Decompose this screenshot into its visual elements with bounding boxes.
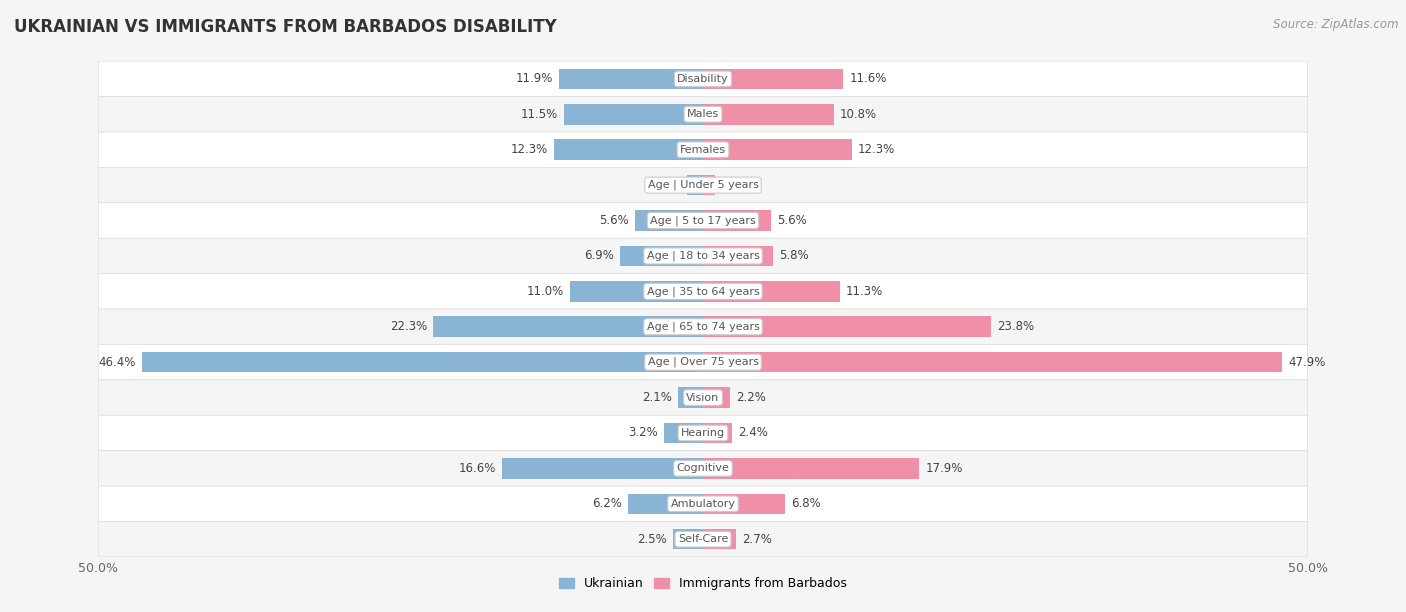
Text: Age | Under 5 years: Age | Under 5 years [648, 180, 758, 190]
Text: 11.0%: 11.0% [527, 285, 564, 298]
Text: Cognitive: Cognitive [676, 463, 730, 474]
Bar [628, 493, 703, 514]
Bar [502, 458, 703, 479]
FancyBboxPatch shape [98, 132, 1308, 168]
Bar [703, 281, 839, 302]
Text: 2.1%: 2.1% [641, 391, 672, 404]
Text: 11.5%: 11.5% [520, 108, 558, 121]
FancyBboxPatch shape [98, 486, 1308, 521]
Bar [703, 69, 844, 89]
Text: 11.6%: 11.6% [849, 72, 887, 86]
Text: 3.2%: 3.2% [628, 427, 658, 439]
Text: 11.3%: 11.3% [845, 285, 883, 298]
Text: 47.9%: 47.9% [1288, 356, 1326, 368]
Text: 16.6%: 16.6% [458, 462, 496, 475]
Bar [554, 140, 703, 160]
FancyBboxPatch shape [98, 345, 1308, 380]
Text: Disability: Disability [678, 74, 728, 84]
Bar [703, 316, 991, 337]
Text: Age | 18 to 34 years: Age | 18 to 34 years [647, 251, 759, 261]
Bar [560, 69, 703, 89]
Bar [142, 352, 703, 373]
FancyBboxPatch shape [98, 61, 1308, 97]
Text: Ambulatory: Ambulatory [671, 499, 735, 509]
Bar [703, 493, 785, 514]
Text: 2.7%: 2.7% [742, 532, 772, 546]
Bar [433, 316, 703, 337]
Bar [703, 245, 773, 266]
Legend: Ukrainian, Immigrants from Barbados: Ukrainian, Immigrants from Barbados [554, 572, 852, 595]
FancyBboxPatch shape [98, 521, 1308, 557]
Text: 1.3%: 1.3% [651, 179, 682, 192]
Bar [703, 352, 1282, 373]
FancyBboxPatch shape [98, 168, 1308, 203]
Text: 5.8%: 5.8% [779, 250, 808, 263]
Bar [672, 529, 703, 550]
Text: Males: Males [688, 110, 718, 119]
Bar [636, 211, 703, 231]
Text: 17.9%: 17.9% [925, 462, 963, 475]
Bar [688, 175, 703, 195]
Bar [703, 175, 714, 195]
Text: 12.3%: 12.3% [510, 143, 548, 156]
Bar [703, 423, 733, 443]
Text: 0.97%: 0.97% [721, 179, 758, 192]
Bar [703, 458, 920, 479]
Text: 23.8%: 23.8% [997, 320, 1033, 334]
Text: 11.9%: 11.9% [516, 72, 553, 86]
Text: Age | 35 to 64 years: Age | 35 to 64 years [647, 286, 759, 297]
Bar [703, 529, 735, 550]
Text: UKRAINIAN VS IMMIGRANTS FROM BARBADOS DISABILITY: UKRAINIAN VS IMMIGRANTS FROM BARBADOS DI… [14, 18, 557, 36]
FancyBboxPatch shape [98, 450, 1308, 486]
Bar [678, 387, 703, 408]
Text: Age | 65 to 74 years: Age | 65 to 74 years [647, 321, 759, 332]
Text: Hearing: Hearing [681, 428, 725, 438]
Bar [620, 245, 703, 266]
Text: 6.2%: 6.2% [592, 498, 621, 510]
Text: Vision: Vision [686, 392, 720, 403]
Bar [703, 104, 834, 125]
Bar [703, 211, 770, 231]
Text: 2.2%: 2.2% [735, 391, 765, 404]
FancyBboxPatch shape [98, 416, 1308, 450]
FancyBboxPatch shape [98, 203, 1308, 238]
Text: Age | 5 to 17 years: Age | 5 to 17 years [650, 215, 756, 226]
FancyBboxPatch shape [98, 274, 1308, 309]
Bar [703, 140, 852, 160]
Text: 12.3%: 12.3% [858, 143, 896, 156]
Text: Self-Care: Self-Care [678, 534, 728, 544]
FancyBboxPatch shape [98, 380, 1308, 416]
Text: 10.8%: 10.8% [839, 108, 877, 121]
Text: 2.4%: 2.4% [738, 427, 768, 439]
FancyBboxPatch shape [98, 97, 1308, 132]
Bar [564, 104, 703, 125]
Text: 6.9%: 6.9% [583, 250, 613, 263]
Text: Females: Females [681, 144, 725, 155]
Text: 5.6%: 5.6% [776, 214, 807, 227]
FancyBboxPatch shape [98, 309, 1308, 345]
Bar [569, 281, 703, 302]
Text: 5.6%: 5.6% [599, 214, 630, 227]
Text: 2.5%: 2.5% [637, 532, 666, 546]
FancyBboxPatch shape [98, 238, 1308, 274]
Text: 22.3%: 22.3% [389, 320, 427, 334]
Bar [664, 423, 703, 443]
Bar [703, 387, 730, 408]
Text: Source: ZipAtlas.com: Source: ZipAtlas.com [1274, 18, 1399, 31]
Text: 46.4%: 46.4% [98, 356, 136, 368]
Text: Age | Over 75 years: Age | Over 75 years [648, 357, 758, 367]
Text: 6.8%: 6.8% [792, 498, 821, 510]
